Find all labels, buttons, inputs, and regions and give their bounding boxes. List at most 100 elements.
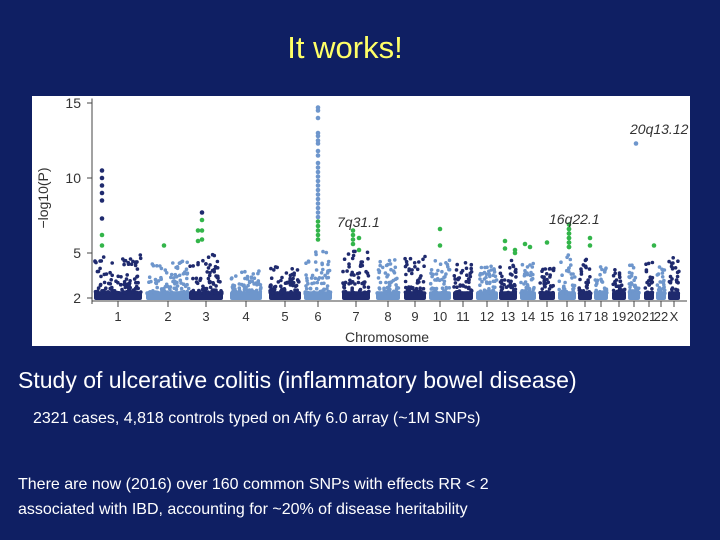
snp-point — [219, 289, 223, 293]
top-hit-point-chr-6 — [315, 205, 321, 211]
snp-point — [478, 277, 482, 281]
snp-point — [135, 275, 139, 279]
snp-point — [198, 276, 203, 281]
snp-point — [670, 267, 675, 271]
snp-point — [562, 284, 566, 289]
snp-point — [208, 263, 212, 267]
snp-point — [191, 264, 195, 268]
snp-point — [269, 283, 273, 287]
snp-point — [459, 270, 464, 275]
snp-point — [350, 280, 355, 284]
snp-point — [207, 273, 212, 278]
snp-point — [617, 271, 622, 275]
snp-point — [415, 267, 420, 272]
snp-point — [506, 279, 511, 283]
top-hit-point-chr-6 — [315, 223, 321, 229]
snp-point — [286, 280, 291, 284]
snp-point — [195, 281, 200, 286]
top-hit-point-chr-6 — [315, 169, 321, 175]
snp-point — [520, 289, 524, 293]
snp-point — [598, 272, 602, 277]
snp-point — [380, 265, 385, 270]
snp-point — [502, 278, 507, 282]
snp-point — [378, 280, 383, 285]
snp-point — [342, 282, 346, 287]
snp-point — [98, 266, 102, 271]
snp-point — [421, 286, 426, 291]
snp-point — [348, 291, 352, 296]
snp-point — [355, 271, 360, 276]
snp-point — [500, 286, 505, 290]
snp-point — [206, 290, 210, 294]
snp-point — [628, 288, 632, 293]
snp-point — [403, 290, 408, 295]
snp-point — [549, 284, 554, 289]
y-tick-label: 5 — [73, 245, 81, 261]
snp-point — [108, 286, 112, 291]
snp-point — [617, 287, 622, 291]
snp-point — [327, 291, 332, 296]
snp-point — [479, 265, 484, 270]
snp-point — [188, 264, 192, 268]
snp-point — [547, 267, 552, 271]
snp-point — [284, 271, 289, 275]
snp-point — [655, 273, 660, 277]
snp-point — [274, 291, 278, 296]
snp-point — [393, 277, 398, 282]
snp-point — [252, 276, 257, 280]
snp-point — [627, 270, 632, 275]
snp-point — [310, 273, 315, 278]
snp-point — [208, 280, 212, 284]
snp-point — [560, 291, 565, 296]
snp-point — [378, 263, 383, 268]
top-hit-point-chr-7 — [356, 235, 362, 241]
snp-point — [507, 291, 511, 296]
snp-point — [611, 288, 616, 293]
snp-point — [498, 271, 503, 276]
snp-point — [102, 280, 107, 285]
snp-point — [282, 288, 287, 292]
snp-point — [234, 274, 238, 278]
snp-point — [525, 265, 530, 269]
snp-point — [273, 284, 278, 289]
snp-point — [345, 269, 349, 273]
snp-point — [213, 290, 217, 295]
snp-point — [488, 274, 492, 279]
snp-point — [658, 280, 662, 284]
snp-point — [530, 265, 535, 269]
snp-point — [356, 280, 361, 285]
top-hit-point-chr-3 — [199, 217, 205, 223]
snp-point — [663, 291, 667, 296]
snp-point — [191, 288, 196, 293]
snp-point — [658, 290, 663, 295]
snp-point — [458, 283, 463, 287]
top-hit-point-chr-16 — [566, 244, 572, 250]
snp-point — [137, 291, 141, 296]
snp-point — [403, 256, 407, 261]
snp-point — [169, 275, 173, 280]
snp-point — [211, 288, 215, 292]
top-hit-point-chr-1 — [99, 183, 105, 188]
snp-point — [291, 283, 295, 288]
snp-point — [316, 277, 321, 281]
snp-point — [108, 270, 112, 275]
snp-point — [171, 261, 175, 265]
manhattan-plot-panel: 2 5 10 15 −log10(P) 1 2 3 4 5 6 7 8 9 10 11 12 13 14 15 16 17… — [32, 96, 690, 346]
top-hit-point-chr-7 — [350, 237, 356, 242]
snp-point — [358, 287, 363, 292]
snp-point — [180, 259, 185, 264]
snp-point — [480, 279, 484, 284]
annotation-16q22.1: 16q22.1 — [549, 211, 600, 227]
x-tick-label-chr-20: 20 — [627, 309, 641, 324]
x-tick-label-chr-9: 9 — [411, 309, 418, 324]
snp-point — [662, 278, 666, 283]
snp-point — [250, 279, 255, 284]
snp-point — [389, 267, 393, 272]
snp-point — [669, 261, 674, 266]
snp-point — [172, 286, 176, 291]
snp-point — [593, 278, 598, 282]
snp-point — [212, 267, 216, 272]
snp-point — [378, 259, 383, 264]
x-tick-label-chr-19: 19 — [612, 309, 626, 324]
snp-point — [110, 273, 114, 278]
